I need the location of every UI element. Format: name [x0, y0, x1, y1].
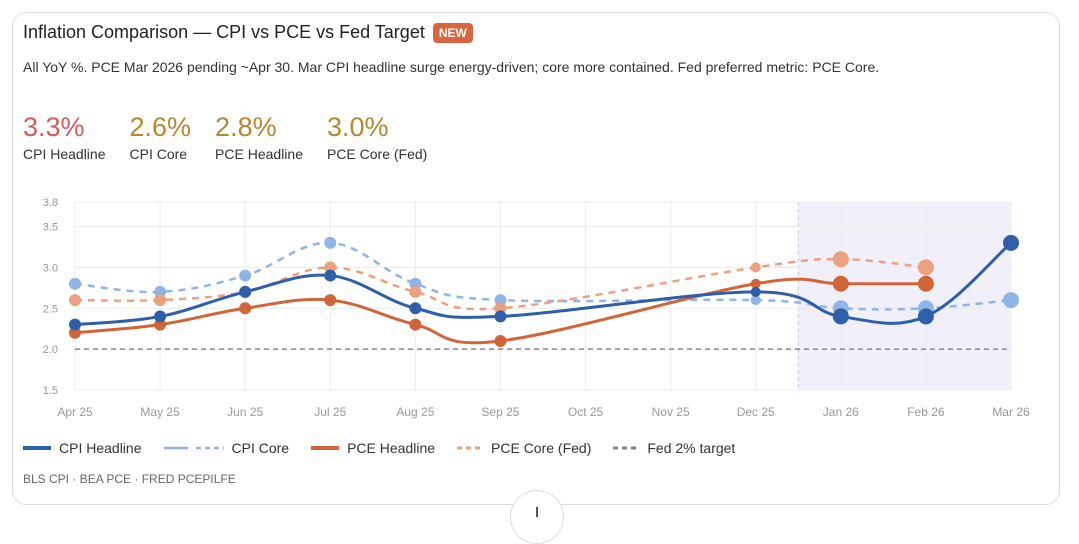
stat-pce-headline: 2.8% PCE Headline — [215, 112, 303, 162]
y-tick-label: 3.0 — [43, 262, 58, 274]
series-line-pce-headline — [74, 277, 926, 345]
data-point — [750, 286, 761, 297]
x-tick-label: Apr 25 — [57, 405, 93, 419]
y-tick-label: 2.0 — [43, 344, 58, 356]
legend-label: Fed 2% target — [647, 440, 736, 456]
legend-swatch — [457, 446, 484, 450]
legend-swatch — [311, 446, 340, 450]
chart-title: Inflation Comparison — CPI vs PCE vs Fed… — [23, 22, 473, 43]
data-point — [1003, 292, 1019, 309]
stat-value: 2.6% — [129, 112, 192, 142]
data-point — [832, 275, 849, 292]
highlight-region — [798, 202, 1011, 390]
stat-value: 3.0% — [326, 112, 389, 142]
y-tick-label: 2.5 — [43, 303, 58, 315]
data-point — [750, 295, 761, 306]
x-tick-label: Mar 26 — [992, 405, 1030, 419]
x-tick-label: May 25 — [140, 405, 180, 419]
y-tick-label: 3.8 — [43, 197, 58, 209]
data-point — [917, 275, 934, 292]
legend-label: PCE Core (Fed) — [491, 440, 592, 456]
x-tick-label: Aug 25 — [396, 405, 434, 419]
stat-pce-core: 3.0% PCE Core (Fed) — [327, 112, 427, 162]
data-point — [239, 285, 252, 298]
legend-swatch — [163, 446, 224, 450]
data-point — [154, 310, 167, 323]
stat-label: PCE Headline — [215, 146, 303, 162]
x-tick-label: Dec 25 — [737, 405, 775, 419]
legend-swatch — [613, 446, 640, 450]
y-tick-label: 3.5 — [43, 222, 58, 234]
x-tick-label: Sep 25 — [481, 405, 519, 419]
data-point — [324, 236, 337, 249]
stats-row: 3.3% CPI Headline 2.6% CPI Core 2.8% PCE He… — [23, 112, 427, 162]
data-point — [324, 294, 337, 307]
data-point — [409, 285, 422, 298]
data-point — [917, 308, 934, 325]
legend-label: CPI Core — [231, 440, 290, 456]
source-note: BLS CPI · BEA PCE · FRED PCEPILFE — [23, 472, 236, 486]
stat-label: PCE Core (Fed) — [326, 146, 428, 162]
data-point — [750, 278, 761, 289]
data-point — [494, 310, 507, 323]
data-point — [832, 308, 849, 325]
x-tick-label: Jun 25 — [227, 405, 263, 419]
stat-cpi-headline: 3.3% CPI Headline — [23, 112, 106, 162]
x-tick-label: Oct 25 — [568, 405, 604, 419]
legend-item[interactable]: CPI Headline — [23, 440, 142, 456]
series-line-cpi-headline — [74, 241, 1012, 327]
expand-handle[interactable] — [510, 490, 564, 544]
data-point — [409, 302, 422, 315]
series-line-pce-core-fed- — [74, 257, 927, 311]
legend-item[interactable]: PCE Core (Fed) — [457, 440, 591, 456]
stat-label: CPI Headline — [23, 146, 106, 162]
x-tick-label: Jan 26 — [823, 405, 859, 419]
legend-item[interactable]: PCE Headline — [311, 440, 435, 456]
data-point — [832, 251, 849, 268]
data-point — [69, 277, 81, 290]
data-point — [494, 334, 507, 347]
title-text: Inflation Comparison — CPI vs PCE vs Fed… — [23, 22, 425, 42]
x-tick-label: Feb 26 — [907, 405, 945, 419]
x-tick-label: Jul 25 — [314, 405, 346, 419]
legend-item[interactable]: Fed 2% target — [613, 440, 735, 456]
stat-value: 3.3% — [23, 112, 85, 142]
stat-cpi-core: 2.6% CPI Core — [130, 112, 192, 162]
legend-swatch — [23, 446, 51, 450]
x-tick-label: Nov 25 — [652, 405, 690, 419]
data-point — [69, 318, 81, 331]
legend: CPI Headline CPI Core PCE Headline PCE C… — [23, 440, 735, 456]
data-point — [324, 269, 337, 282]
data-point — [750, 262, 761, 273]
legend-label: CPI Headline — [59, 440, 142, 456]
data-point — [239, 269, 252, 282]
data-point — [917, 259, 934, 276]
chart-subtitle: All YoY %. PCE Mar 2026 pending ~Apr 30.… — [23, 59, 880, 75]
data-point — [69, 294, 81, 307]
data-point — [409, 318, 422, 331]
data-point — [154, 294, 167, 307]
legend-label: PCE Headline — [347, 440, 436, 456]
line-chart: 1.5 2.0 2.5 3.0 3.5 3.8 Apr 25 May 25 Jun 25 Jul … — [43, 197, 1030, 419]
y-tick-label: 1.5 — [43, 385, 58, 397]
stat-value: 2.8% — [215, 112, 277, 142]
legend-item[interactable]: CPI Core — [163, 440, 290, 456]
new-badge: NEW — [432, 22, 473, 43]
data-point — [1003, 234, 1019, 251]
data-point — [239, 302, 252, 315]
stat-label: CPI Core — [129, 146, 188, 162]
